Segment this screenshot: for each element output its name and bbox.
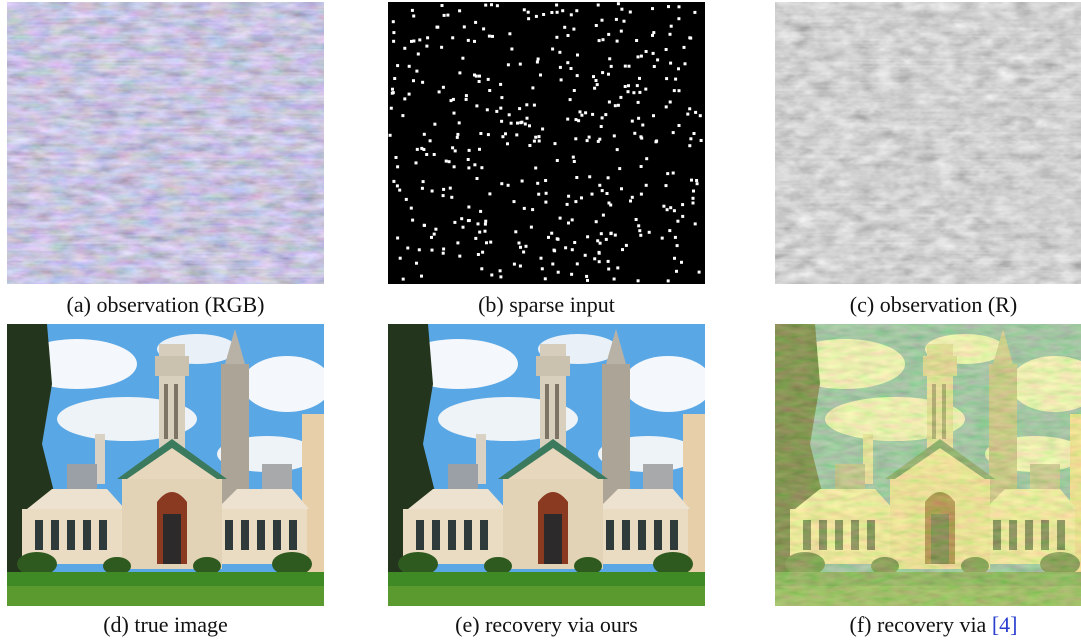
panel-a: (a) observation (RGB) [7, 2, 324, 317]
observation-r-image [775, 2, 1081, 284]
caption-b: (b) sparse input [478, 292, 615, 317]
panel-c: (c) observation (R) [775, 2, 1081, 317]
caption-d: (d) true image [103, 612, 228, 637]
recovery-ours-image [388, 324, 705, 606]
panel-d: (d) true image [7, 324, 324, 637]
panel-e: (e) recovery via ours [388, 324, 705, 637]
citation-link[interactable]: [4] [991, 612, 1018, 637]
recovery-baseline-image [775, 324, 1081, 606]
caption-a: (a) observation (RGB) [66, 292, 265, 317]
true-image [7, 324, 324, 606]
panel-f: (f) recovery via [4] [775, 324, 1081, 637]
caption-e: (e) recovery via ours [455, 612, 638, 637]
caption-c: (c) observation (R) [849, 292, 1018, 317]
panel-b: (b) sparse input [388, 2, 705, 317]
observation-rgb-image [7, 2, 324, 284]
caption-f: (f) recovery via [4] [849, 612, 1018, 637]
sparse-input-image [388, 2, 705, 284]
